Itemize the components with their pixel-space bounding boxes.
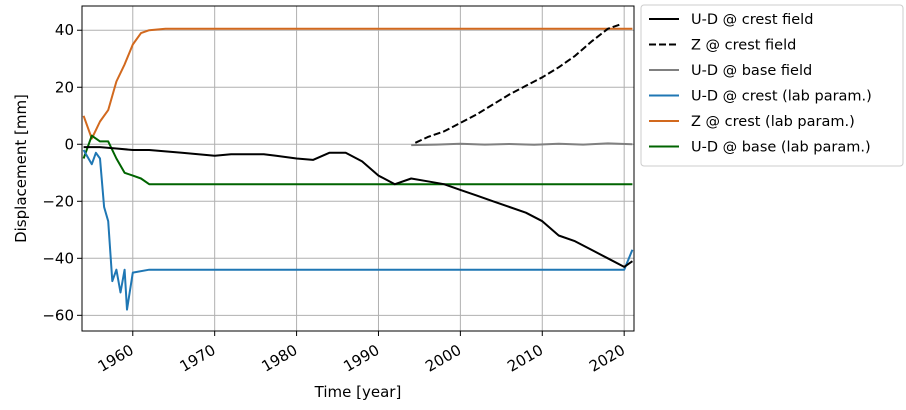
y-tick-label: 20 [55,78,74,96]
x-tick-label: 2020 [586,341,628,376]
y-tick-label: −20 [42,192,74,210]
series-line-z-crest-field [414,23,621,144]
x-tick-label: 2010 [504,341,546,376]
series-line-u-d-base-field [411,142,633,147]
y-tick-label: −60 [42,306,74,324]
legend-label-u-d-crest-field: U-D @ crest field [691,12,813,28]
series-line-z-crest-lab-param [82,27,633,140]
legend: U-D @ crest field Z @ crest field U-D @ ba… [640,4,904,167]
legend-label-u-d-crest-lab-param: U-D @ crest (lab param.) [691,89,872,105]
plot-series [82,23,634,311]
x-tick-label: 1980 [259,341,301,376]
legend-label-u-d-base-lab-param: U-D @ base (lab param.) [691,140,871,156]
y-tick-label: 0 [64,135,74,153]
y-tick-label: 40 [55,21,74,39]
legend-label-u-d-base-field: U-D @ base field [691,63,812,79]
series-line-u-d-crest-field [83,146,633,268]
legend-label-z-crest-lab-param: Z @ crest (lab param.) [691,114,855,130]
x-tick-label: 1990 [340,341,382,376]
x-tick-label: 1960 [95,341,137,376]
plot-area-frame [81,5,635,332]
x-tick-label: 1970 [177,341,219,376]
series-line-u-d-base-lab-param [82,134,633,186]
x-axis-label: Time [year] [314,383,402,401]
grid [82,6,634,331]
y-axis-label: Displacement [mm] [12,94,30,243]
axis-ticks: 1960 1970 1980 1990 2000 2010 2020 −60 −40 −20 0 20… [42,21,628,375]
x-tick-label: 2000 [422,341,464,376]
legend-label-z-crest-field: Z @ crest field [691,38,796,54]
legend-frame [640,4,904,167]
y-tick-label: −40 [42,249,74,267]
series-line-u-d-crest-lab-param [82,149,634,311]
